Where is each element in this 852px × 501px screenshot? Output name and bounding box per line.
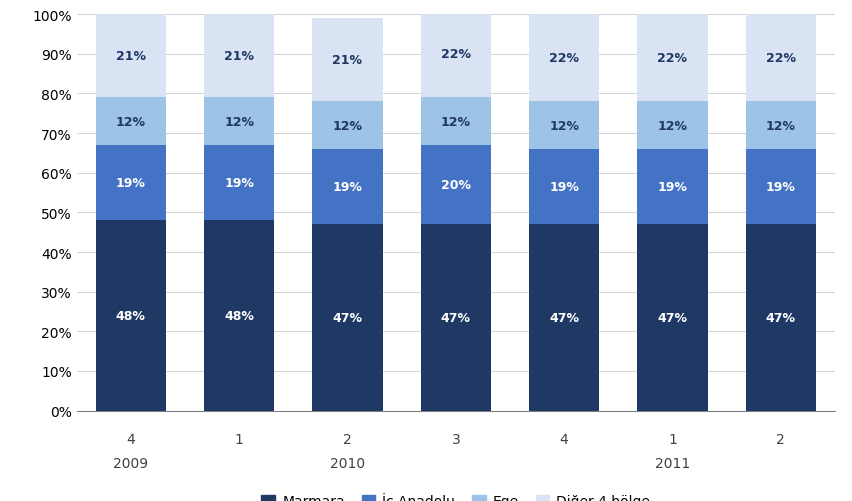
Text: 22%: 22%: [550, 52, 579, 65]
Text: 20%: 20%: [440, 179, 471, 192]
Bar: [529, 15, 599, 102]
Text: 12%: 12%: [550, 119, 579, 132]
Text: 1: 1: [668, 432, 676, 446]
Bar: [637, 15, 708, 102]
Bar: [529, 102, 599, 150]
Text: 2: 2: [776, 432, 786, 446]
Bar: [421, 146, 491, 225]
Bar: [313, 19, 383, 102]
Text: 19%: 19%: [116, 177, 146, 190]
Text: 2: 2: [343, 432, 352, 446]
Bar: [95, 146, 166, 221]
Bar: [637, 102, 708, 150]
Bar: [95, 221, 166, 411]
Text: 48%: 48%: [224, 309, 254, 322]
Bar: [746, 150, 816, 225]
Text: 2011: 2011: [655, 456, 690, 470]
Bar: [95, 15, 166, 98]
Bar: [529, 225, 599, 411]
Text: 47%: 47%: [766, 311, 796, 324]
Text: 47%: 47%: [332, 311, 362, 324]
Bar: [204, 98, 274, 146]
Bar: [421, 11, 491, 98]
Bar: [313, 150, 383, 225]
Text: 47%: 47%: [658, 311, 688, 324]
Text: 21%: 21%: [224, 50, 254, 63]
Text: 47%: 47%: [550, 311, 579, 324]
Text: 21%: 21%: [116, 50, 146, 63]
Bar: [204, 146, 274, 221]
Bar: [313, 225, 383, 411]
Text: 12%: 12%: [440, 115, 471, 128]
Bar: [95, 98, 166, 146]
Text: 22%: 22%: [440, 48, 471, 61]
Bar: [421, 225, 491, 411]
Text: 48%: 48%: [116, 309, 146, 322]
Legend: Marmara, İç Anadolu, Ege, Diğer 4 bölge: Marmara, İç Anadolu, Ege, Diğer 4 bölge: [256, 487, 656, 501]
Text: 19%: 19%: [766, 181, 796, 194]
Text: 22%: 22%: [658, 52, 688, 65]
Bar: [204, 221, 274, 411]
Bar: [746, 102, 816, 150]
Bar: [637, 150, 708, 225]
Text: 3: 3: [452, 432, 460, 446]
Text: 2010: 2010: [330, 456, 365, 470]
Bar: [637, 225, 708, 411]
Bar: [313, 102, 383, 150]
Text: 19%: 19%: [550, 181, 579, 194]
Text: 21%: 21%: [332, 54, 362, 67]
Text: 12%: 12%: [766, 119, 796, 132]
Text: 4: 4: [126, 432, 135, 446]
Text: 4: 4: [560, 432, 568, 446]
Text: 1: 1: [235, 432, 244, 446]
Text: 19%: 19%: [332, 181, 362, 194]
Text: 12%: 12%: [224, 115, 254, 128]
Text: 47%: 47%: [440, 311, 471, 324]
Bar: [746, 15, 816, 102]
Bar: [204, 15, 274, 98]
Bar: [421, 98, 491, 146]
Text: 12%: 12%: [658, 119, 688, 132]
Bar: [529, 150, 599, 225]
Bar: [746, 225, 816, 411]
Text: 12%: 12%: [116, 115, 146, 128]
Text: 2009: 2009: [113, 456, 148, 470]
Text: 19%: 19%: [658, 181, 688, 194]
Text: 12%: 12%: [332, 119, 362, 132]
Text: 22%: 22%: [766, 52, 796, 65]
Text: 19%: 19%: [224, 177, 254, 190]
